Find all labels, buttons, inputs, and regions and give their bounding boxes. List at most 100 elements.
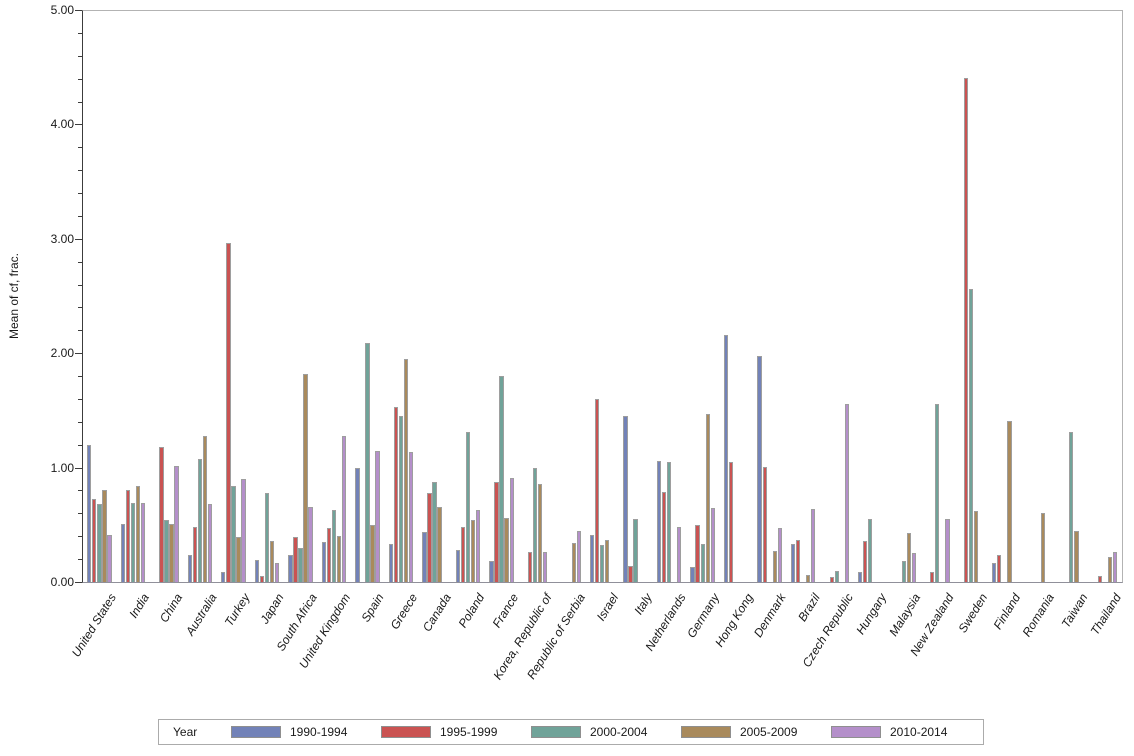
bar-1995-1999-Finland bbox=[997, 554, 1002, 582]
bar-2000-2004-United States bbox=[97, 504, 102, 582]
bar-2005-2009-Israel bbox=[605, 539, 610, 582]
bar-1990-1994-Brazil bbox=[790, 544, 796, 582]
legend-label: 2005-2009 bbox=[740, 725, 798, 739]
legend-label: 2000-2004 bbox=[590, 725, 648, 739]
y-axis-minor-tick bbox=[78, 32, 82, 34]
bar-1990-1994-Australia bbox=[187, 554, 192, 582]
bar-1995-1999-Sweden bbox=[963, 78, 968, 582]
bar-1995-1999-China bbox=[159, 447, 164, 582]
bar-1995-1999-Hong Kong bbox=[728, 462, 734, 582]
bar-2000-2004-United Kingdom bbox=[331, 510, 337, 582]
bar-2010-2014-Poland bbox=[476, 510, 481, 582]
bar-2005-2009-Germany bbox=[705, 414, 710, 582]
bar-2005-2009-Spain bbox=[370, 524, 375, 582]
bar-2005-2009-Malaysia bbox=[906, 532, 911, 582]
bar-2000-2004-New Zealand bbox=[935, 403, 940, 582]
bar-1990-1994-India bbox=[120, 523, 125, 582]
legend-swatch-2010-2014 bbox=[831, 726, 881, 738]
bar-2010-2014-France bbox=[509, 478, 514, 582]
y-axis-major-tick bbox=[75, 238, 82, 240]
bar-2000-2004-Hungary bbox=[868, 519, 873, 582]
bar-2000-2004-Korea, Republic of bbox=[532, 467, 538, 582]
bar-2000-2004-Taiwan bbox=[1069, 432, 1074, 582]
bar-2010-2014-India bbox=[140, 503, 146, 582]
legend-entry: 1995-1999 bbox=[381, 725, 531, 739]
bar-2010-2014-Japan bbox=[274, 562, 280, 582]
y-axis-minor-tick bbox=[78, 559, 82, 561]
bar-1990-1994-Hungary bbox=[858, 571, 863, 582]
bar-2005-2009-Japan bbox=[269, 540, 275, 582]
bar-1990-1994-Finland bbox=[992, 562, 997, 582]
bar-2000-2004-Australia bbox=[197, 458, 203, 582]
bar-2000-2004-France bbox=[499, 376, 504, 582]
bar-2005-2009-India bbox=[135, 486, 141, 582]
bar-1995-1999-Poland bbox=[460, 527, 466, 582]
x-axis-label: India bbox=[126, 591, 153, 621]
bar-2010-2014-South Africa bbox=[308, 506, 313, 582]
bar-2000-2004-Germany bbox=[700, 544, 705, 582]
x-axis-label: Denmark bbox=[751, 591, 789, 640]
bar-1990-1994-Greece bbox=[388, 544, 394, 582]
bar-2000-2004-South Africa bbox=[298, 547, 303, 582]
bar-1995-1999-Turkey bbox=[226, 242, 231, 582]
bar-2005-2009-United Kingdom bbox=[336, 536, 342, 582]
bar-2000-2004-Israel bbox=[599, 545, 605, 582]
y-axis-minor-tick bbox=[78, 513, 82, 515]
bar-1995-1999-France bbox=[494, 481, 499, 582]
y-axis-minor-tick bbox=[78, 421, 82, 423]
bar-2005-2009-Thailand bbox=[1107, 556, 1113, 582]
y-axis-major-tick bbox=[75, 467, 82, 469]
bar-1995-1999-Germany bbox=[695, 524, 700, 582]
bar-1995-1999-Greece bbox=[393, 407, 399, 582]
legend-swatch-1995-1999 bbox=[381, 726, 431, 738]
bar-2005-2009-Republic of Serbia bbox=[571, 543, 576, 582]
bar-1990-1994-Turkey bbox=[221, 571, 226, 582]
legend-entry: 2005-2009 bbox=[681, 725, 831, 739]
bar-2000-2004-Netherlands bbox=[667, 462, 672, 582]
bar-2005-2009-Australia bbox=[202, 435, 208, 582]
bar-1995-1999-Brazil bbox=[796, 539, 801, 582]
legend-entry: 2010-2014 bbox=[831, 725, 981, 739]
bar-1995-1999-Denmark bbox=[762, 466, 767, 582]
y-axis-tick-label: 4.00 bbox=[50, 117, 74, 132]
bar-2010-2014-Thailand bbox=[1112, 552, 1118, 582]
bar-2010-2014-Australia bbox=[207, 504, 213, 582]
x-axis-label: Finland bbox=[990, 591, 1024, 632]
y-axis-minor-tick bbox=[78, 78, 82, 80]
bar-1995-1999-Canada bbox=[427, 492, 432, 582]
y-axis-major-tick bbox=[75, 353, 82, 355]
legend-label: 1995-1999 bbox=[440, 725, 498, 739]
y-axis-tick-label: 3.00 bbox=[50, 231, 74, 246]
bar-2000-2004-Turkey bbox=[231, 486, 236, 582]
bar-2010-2014-Turkey bbox=[241, 479, 246, 582]
x-axis-label: France bbox=[489, 591, 521, 631]
bar-2010-2014-Czech Republic bbox=[844, 403, 849, 582]
legend: Year 1990-1994 1995-1999 2000-2004 2005-200… bbox=[158, 719, 984, 745]
legend-label: 2010-2014 bbox=[890, 725, 948, 739]
bar-1995-1999-United States bbox=[92, 498, 97, 582]
bar-2005-2009-Canada bbox=[437, 506, 442, 582]
bar-2005-2009-China bbox=[169, 523, 174, 582]
x-axis-label: Israel bbox=[593, 591, 622, 624]
bar-2010-2014-Republic of Serbia bbox=[576, 530, 581, 582]
plot-area bbox=[82, 10, 1123, 583]
bar-1990-1994-Italy bbox=[623, 416, 628, 582]
bar-2000-2004-Czech Republic bbox=[834, 570, 839, 582]
bar-1990-1994-Denmark bbox=[757, 355, 762, 582]
x-axis-label: Thailand bbox=[1087, 591, 1125, 638]
bar-2010-2014-China bbox=[174, 465, 179, 582]
y-axis-tick-label: 5.00 bbox=[50, 3, 74, 17]
bar-2000-2004-Sweden bbox=[968, 288, 973, 582]
y-axis-major-tick bbox=[75, 124, 82, 126]
bar-1995-1999-Korea, Republic of bbox=[527, 552, 533, 582]
bar-2010-2014-Netherlands bbox=[677, 527, 682, 582]
bar-2005-2009-Romania bbox=[1040, 513, 1046, 582]
x-axis-label: Australia bbox=[182, 591, 220, 639]
bar-2000-2004-Canada bbox=[432, 481, 437, 582]
y-axis-minor-tick bbox=[78, 398, 82, 400]
bar-1995-1999-Australia bbox=[192, 527, 198, 582]
bar-2000-2004-Malaysia bbox=[901, 561, 906, 582]
x-axis-label: Hungary bbox=[853, 591, 890, 637]
bar-2000-2004-India bbox=[130, 503, 136, 582]
legend-swatch-2005-2009 bbox=[681, 726, 731, 738]
